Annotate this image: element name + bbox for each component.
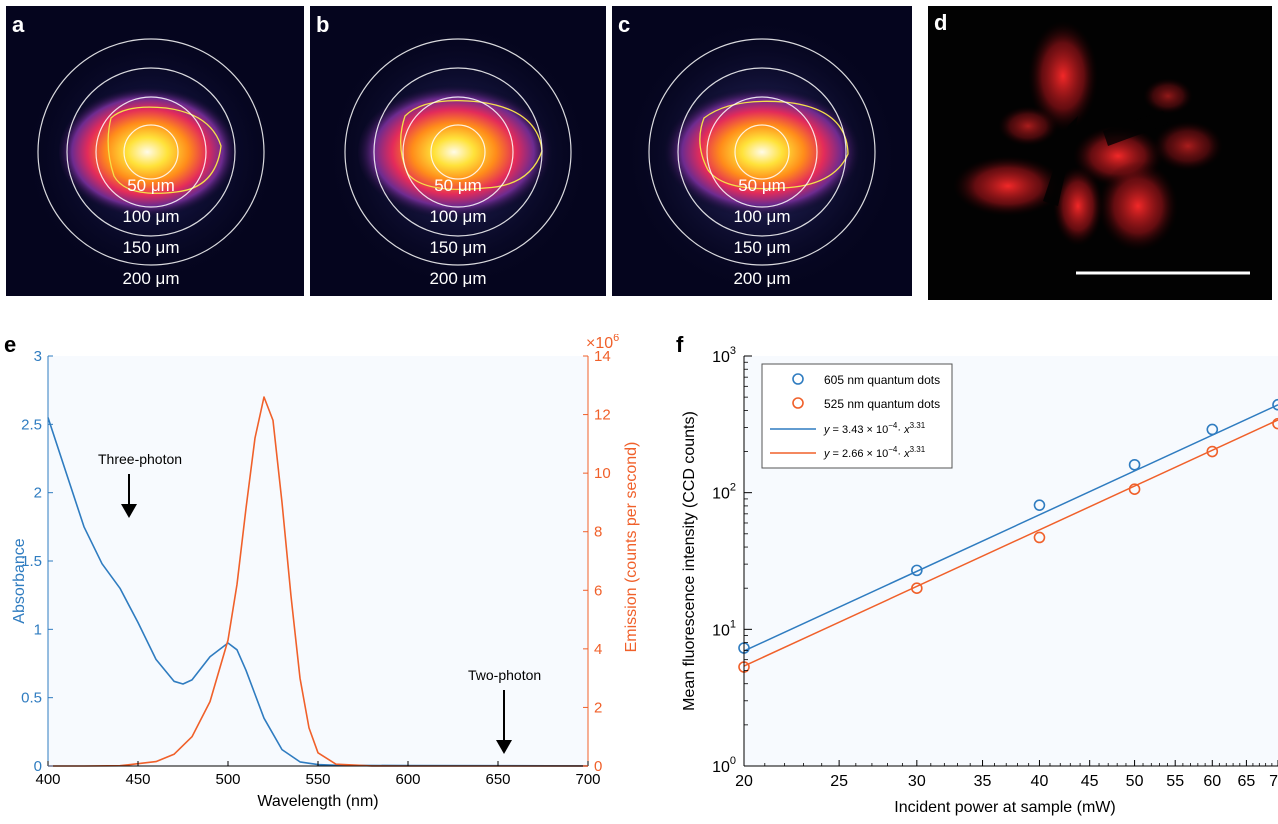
y-axis-label-left-e: Absorbance [11,538,28,623]
ring-label-50: 50 μm [127,176,175,195]
y-tick-label-left-e: 0.5 [21,690,42,707]
legend-fit-605: y = 3.43 × 10−4· x3.31 [823,421,926,436]
y-axis-label-f: Mean fluorescence intensity (CCD counts) [681,411,698,711]
panel-f-letter: f [676,334,684,357]
x-tick-label-e: 500 [215,771,240,788]
y-tick-label-left-e: 0 [34,758,42,775]
data-point-605 [911,564,923,577]
y-tick-label-f: 102 [712,482,736,503]
annotation-three-photon: Three-photon [98,451,182,467]
panel-b-image: b 50 μm 100 μm 150 μm 200 μm [310,6,606,296]
y-tick-label-left-e: 2 [34,485,42,502]
right-axis-exponent: ×106 [586,334,619,352]
panel-d-letter: d [934,10,948,35]
x-tick-label-e: 650 [485,771,510,788]
data-point-525 [911,582,923,594]
data-point-525 [1128,483,1141,496]
legend-label-605: 605 nm quantum dots [824,373,940,387]
panel-c-beam-profile [622,16,902,296]
x-tick-label-f: 65 [1238,773,1256,790]
data-point-605 [1206,423,1219,436]
x-tick-label-e: 550 [305,771,330,788]
data-point-525 [1033,531,1046,544]
ring-label-100: 100 μm [122,207,180,226]
x-tick-label-f: 60 [1203,773,1221,790]
y-tick-label-right-e: 8 [594,524,602,541]
data-point-605 [1128,458,1141,471]
x-axis-label-e: Wavelength (nm) [257,793,378,810]
x-tick-label-f: 25 [830,773,848,790]
y-tick-label-f: 100 [712,755,736,776]
y-tick-label-right-e: 2 [594,699,602,716]
panel-a-beam-profile [21,26,281,286]
series-line-absorbance [47,417,589,767]
x-tick-label-e: 400 [35,771,60,788]
panel-b-beam-profile [323,21,593,291]
x-tick-label-f: 45 [1081,773,1099,790]
data-point-525 [1272,417,1278,430]
panel-d-fluorescence-cells [953,21,1250,275]
ring-label-50: 50 μm [738,176,786,195]
x-tick-label-e: 600 [395,771,420,788]
panel-f-chart: 100 101 102 103 20 25 30 35 40 45 50 55 60 65 70 Incide… [676,334,1278,816]
x-tick-label-f: 70 [1269,773,1278,790]
data-point-605 [1033,499,1046,511]
y-tick-label-right-e: 0 [594,758,602,775]
y-tick-label-f: 103 [712,345,736,366]
y-tick-label-right-e: 14 [594,348,611,365]
ring-label-100: 100 μm [429,207,487,226]
two-photon-arrow-head [496,740,512,754]
y-tick-label-right-e: 6 [594,582,602,599]
data-point-605 [1272,398,1278,411]
x-tick-label-f: 55 [1166,773,1184,790]
data-point-525 [1206,445,1219,458]
ring-label-50: 50 μm [434,176,482,195]
ring-label-150: 150 μm [733,238,791,257]
y-tick-label-left-e: 1 [34,621,42,638]
panel-a-letter: a [12,12,25,37]
x-axis-label-f: Incident power at sample (mW) [894,799,1115,816]
legend-marker-605 [792,373,804,385]
x-tick-label-f: 35 [974,773,992,790]
panel-a-image: a 50 μm 100 μm 150 μm 200 μm [6,6,304,296]
panel-c-letter: c [618,12,631,37]
x-tick-label-f: 40 [1031,773,1049,790]
legend-label-525: 525 nm quantum dots [824,397,940,411]
fit-line-0 [743,404,1278,652]
panel-e-letter: e [4,334,16,357]
x-tick-label-e: 700 [575,771,600,788]
x-tick-label-f: 30 [908,773,926,790]
fit-line-1 [743,419,1278,667]
y-tick-label-right-e: 12 [594,407,611,424]
annotation-two-photon: Two-photon [468,667,541,683]
x-tick-label-f: 20 [735,773,753,790]
x-tick-label-f: 50 [1126,773,1144,790]
y-tick-label-left-e: 2.5 [21,416,42,433]
ring-label-200: 200 μm [733,269,791,288]
legend-marker-525 [792,397,804,409]
legend-fit-525: y = 2.66 × 10−4· x3.31 [823,445,926,460]
ring-label-100: 100 μm [733,207,791,226]
y-tick-label-left-e: 3 [34,348,42,365]
panel-d-image: d [928,6,1272,300]
plot-area-e [48,356,588,766]
ring-label-200: 200 μm [429,269,487,288]
ring-label-200: 200 μm [122,269,180,288]
y-axis-label-right-e: Emission (counts per second) [623,442,640,653]
y-tick-label-right-e: 4 [594,641,602,658]
ring-label-150: 150 μm [122,238,180,257]
x-tick-label-e: 450 [125,771,150,788]
panel-e-chart: 400 450 500 550 600 650 70000.511.522.53024681… [4,334,640,810]
three-photon-arrow-head [121,504,137,518]
y-tick-label-right-e: 10 [594,465,611,482]
panel-c-image: c 50 μm 100 μm 150 μm 200 μm [612,6,912,296]
y-tick-label-f: 101 [712,618,736,639]
ring-label-150: 150 μm [429,238,487,257]
legend-f: 605 nm quantum dots 525 nm quantum dots … [761,363,953,469]
series-line-emission [48,396,588,767]
y-tick-label-left-e: 1.5 [21,553,42,570]
panel-b-letter: b [316,12,330,37]
